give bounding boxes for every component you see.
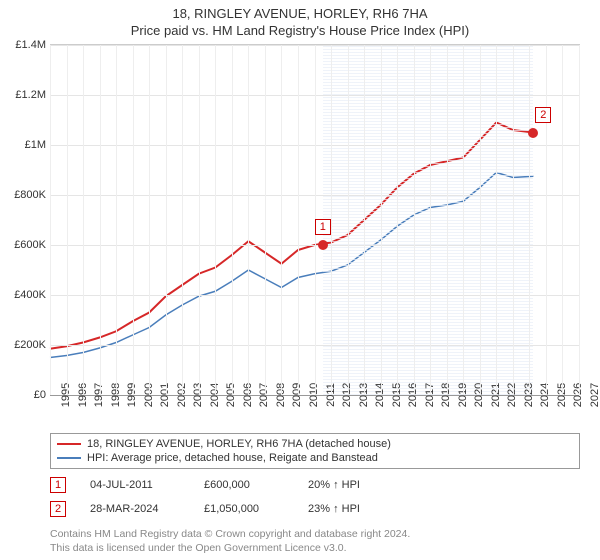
x-tick-label: 2015 <box>387 383 403 407</box>
transaction-delta: 20% ↑ HPI <box>308 479 360 491</box>
y-tick-label: £800K <box>14 189 50 201</box>
x-tick-label: 2027 <box>585 383 600 407</box>
x-tick-label: 1995 <box>56 383 72 407</box>
x-tick-label: 2007 <box>254 383 270 407</box>
x-tick-label: 2001 <box>155 383 171 407</box>
chart-subtitle: Price paid vs. HM Land Registry's House … <box>0 23 600 38</box>
legend: 18, RINGLEY AVENUE, HORLEY, RH6 7HA (det… <box>50 433 580 469</box>
x-tick-label: 2014 <box>370 383 386 407</box>
x-tick-label: 2023 <box>519 383 535 407</box>
x-tick-label: 1996 <box>73 383 89 407</box>
y-tick-label: £1M <box>25 139 50 151</box>
plot-area: £0£200K£400K£600K£800K£1M£1.2M£1.4M19951… <box>50 44 580 395</box>
x-tick-label: 2022 <box>502 383 518 407</box>
transaction-badge: 2 <box>50 501 66 517</box>
y-tick-label: £200K <box>14 339 50 351</box>
x-tick-label: 2025 <box>552 383 568 407</box>
y-tick-label: £1.4M <box>15 39 50 51</box>
attribution: Contains HM Land Registry data © Crown c… <box>50 527 580 555</box>
data-point-badge: 2 <box>535 107 551 123</box>
y-tick-label: £1.2M <box>15 89 50 101</box>
y-tick-label: £400K <box>14 289 50 301</box>
x-tick-label: 2006 <box>238 383 254 407</box>
x-tick-label: 1997 <box>89 383 105 407</box>
transaction-date: 04-JUL-2011 <box>90 479 180 491</box>
legend-swatch <box>57 457 81 459</box>
transactions-table: 1 04-JUL-2011 £600,000 20% ↑ HPI 2 28-MAR-202… <box>50 477 580 517</box>
data-point-marker <box>528 128 538 138</box>
x-tick-label: 2017 <box>420 383 436 407</box>
chart-title: 18, RINGLEY AVENUE, HORLEY, RH6 7HA <box>0 0 600 21</box>
legend-label: HPI: Average price, detached house, Reig… <box>87 452 378 464</box>
transaction-date: 28-MAR-2024 <box>90 503 180 515</box>
legend-item: 18, RINGLEY AVENUE, HORLEY, RH6 7HA (det… <box>57 437 573 451</box>
transaction-delta: 23% ↑ HPI <box>308 503 360 515</box>
transaction-row: 1 04-JUL-2011 £600,000 20% ↑ HPI <box>50 477 580 493</box>
x-tick-label: 2020 <box>469 383 485 407</box>
x-tick-label: 2012 <box>337 383 353 407</box>
x-tick-label: 2024 <box>535 383 551 407</box>
legend-swatch <box>57 443 81 445</box>
y-tick-label: £0 <box>34 389 50 401</box>
x-tick-label: 2005 <box>221 383 237 407</box>
x-tick-label: 2008 <box>271 383 287 407</box>
transaction-price: £600,000 <box>204 479 284 491</box>
x-tick-label: 2018 <box>436 383 452 407</box>
x-tick-label: 2019 <box>453 383 469 407</box>
x-tick-label: 2016 <box>403 383 419 407</box>
data-point-badge: 1 <box>315 219 331 235</box>
y-tick-label: £600K <box>14 239 50 251</box>
chart-container: 18, RINGLEY AVENUE, HORLEY, RH6 7HA Pric… <box>0 0 600 560</box>
x-tick-label: 1999 <box>122 383 138 407</box>
x-tick-label: 2009 <box>287 383 303 407</box>
attribution-line: This data is licensed under the Open Gov… <box>50 541 580 555</box>
transaction-row: 2 28-MAR-2024 £1,050,000 23% ↑ HPI <box>50 501 580 517</box>
transaction-badge: 1 <box>50 477 66 493</box>
x-tick-label: 2004 <box>205 383 221 407</box>
x-tick-label: 2011 <box>321 383 337 407</box>
x-tick-label: 2026 <box>568 383 584 407</box>
x-tick-label: 2002 <box>172 383 188 407</box>
legend-label: 18, RINGLEY AVENUE, HORLEY, RH6 7HA (det… <box>87 438 391 450</box>
x-tick-label: 2021 <box>486 383 502 407</box>
x-tick-label: 2000 <box>139 383 155 407</box>
x-tick-label: 2003 <box>188 383 204 407</box>
data-point-marker <box>318 240 328 250</box>
x-tick-label: 2010 <box>304 383 320 407</box>
attribution-line: Contains HM Land Registry data © Crown c… <box>50 527 580 541</box>
x-tick-label: 1998 <box>106 383 122 407</box>
legend-item: HPI: Average price, detached house, Reig… <box>57 451 573 465</box>
x-tick-label: 2013 <box>354 383 370 407</box>
transaction-price: £1,050,000 <box>204 503 284 515</box>
